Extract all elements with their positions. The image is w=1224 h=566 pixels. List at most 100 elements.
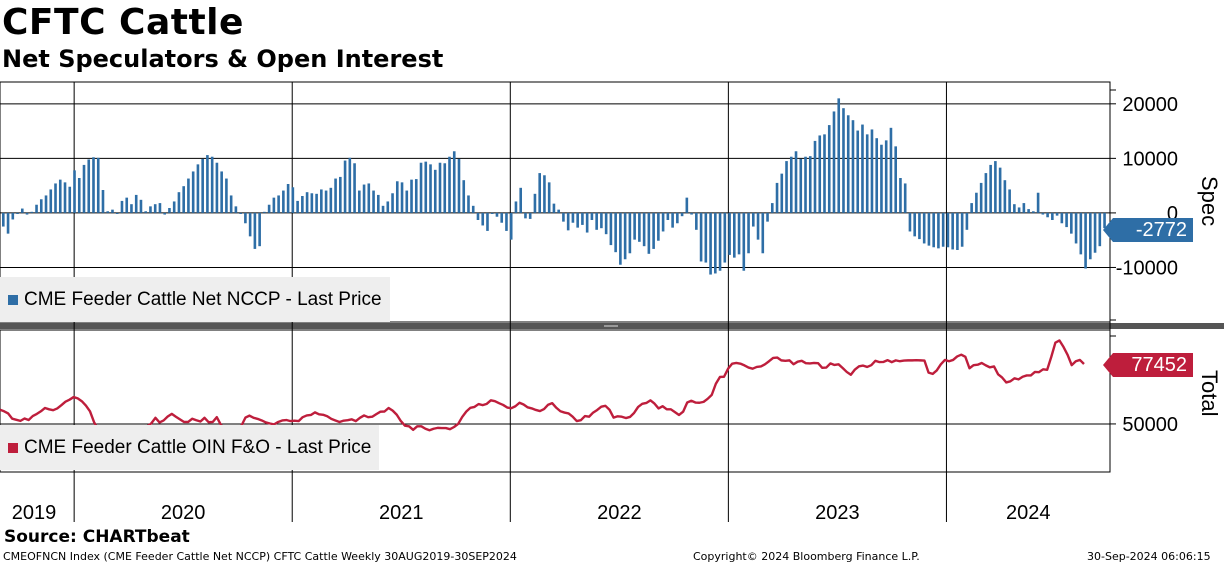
spec-bar [742, 212, 746, 271]
spec-bar [970, 203, 973, 213]
spec-bar [680, 212, 684, 217]
spec-bar [16, 212, 19, 214]
spec-bar [1022, 203, 1026, 213]
spec-bar [576, 212, 579, 228]
spec-bar [505, 212, 508, 231]
spec-bar [946, 212, 950, 248]
spec-bar [908, 212, 912, 232]
spec-bar [623, 212, 627, 260]
spec-bar [467, 195, 470, 213]
total-line-series [0, 339, 1085, 440]
spec-bar [343, 160, 347, 213]
x-tick-label: 2023 [815, 502, 860, 524]
spec-bar [1098, 212, 1102, 247]
spec-bar [543, 175, 546, 213]
spec-bar [984, 173, 988, 213]
x-tick-label: 2019 [12, 502, 57, 524]
spec-bar [756, 212, 760, 240]
spec-bar [244, 212, 247, 224]
spec-bar [880, 144, 883, 213]
chart-title: CFTC Cattle [2, 2, 244, 43]
spec-bar [657, 212, 660, 241]
spec-bar [514, 201, 518, 213]
spec-tick-label: 10000 [1122, 148, 1178, 170]
spec-bar [405, 190, 409, 213]
spec-bar [770, 203, 774, 213]
spec-bar [481, 212, 485, 226]
spec-legend: CME Feeder Cattle Net NCCP - Last Price [0, 277, 390, 322]
spec-bar [1008, 189, 1011, 213]
spec-bar [733, 212, 736, 258]
spec-bar [452, 151, 456, 213]
spec-bar [642, 212, 646, 247]
spec-bar [913, 212, 916, 237]
spec-bar [201, 158, 204, 213]
spec-tick-label: 0 [1167, 203, 1178, 225]
spec-bar [1017, 207, 1021, 213]
spec-bar [163, 212, 166, 215]
spec-bar [54, 183, 57, 213]
spec-bar [818, 135, 822, 213]
spec-bar [267, 204, 271, 213]
spec-bar [1036, 192, 1040, 213]
spec-bar [875, 138, 879, 213]
spec-bar [353, 163, 356, 213]
spec-bar [1079, 212, 1083, 255]
spec-bar [899, 178, 902, 213]
spec-bar [889, 127, 893, 213]
spec-bar [813, 140, 817, 213]
spec-bar [975, 192, 978, 213]
spec-bar [761, 212, 765, 254]
spec-bar-series [2, 98, 1106, 275]
spec-bar [562, 212, 565, 222]
spec-bar [557, 209, 560, 213]
x-tick-label: 2021 [379, 502, 424, 524]
spec-bar [410, 179, 413, 213]
spec-bar [134, 194, 138, 213]
footer-timestamp: 30-Sep-2024 06:06:15 [1087, 550, 1211, 563]
spec-bar [158, 203, 162, 213]
spec-bar [704, 212, 708, 263]
source-note: Source: CHARTbeat [4, 527, 190, 547]
spec-bar [500, 212, 504, 223]
spec-bar [1003, 180, 1007, 213]
spec-bar [125, 197, 129, 213]
spec-bar [799, 158, 803, 213]
spec-bar [1013, 204, 1016, 213]
spec-bar [718, 212, 722, 271]
spec-bar [39, 199, 43, 213]
total-line [0, 339, 1085, 440]
spec-bar [585, 212, 589, 233]
spec-bar [6, 212, 10, 234]
total-legend: CME Feeder Cattle OIN F&O - Last Price [0, 425, 380, 470]
spec-bar [937, 212, 940, 249]
spec-bar [695, 212, 698, 230]
spec-bar [96, 157, 100, 213]
spec-bar [870, 129, 874, 213]
spec-bar [177, 192, 181, 213]
spec-bar [172, 201, 176, 213]
total-axis-title: Total [1197, 370, 1222, 417]
spec-bar [324, 190, 328, 213]
spec-bar [115, 212, 119, 214]
spec-bar [443, 163, 447, 213]
spec-bar [220, 171, 223, 213]
spec-bar [747, 212, 750, 254]
spec-bar [448, 156, 451, 213]
spec-bar [709, 212, 712, 275]
total-tick-label: 50000 [1122, 414, 1178, 436]
spec-bar [903, 183, 907, 213]
spec-bar [20, 208, 24, 213]
spec-bar [391, 193, 394, 213]
spec-bar [1070, 212, 1073, 234]
spec-bar [101, 190, 105, 213]
spec-bar [111, 209, 114, 213]
spec-bar [894, 146, 897, 213]
spec-bar [206, 155, 209, 213]
spec-bar [851, 120, 855, 213]
separator-grip [604, 325, 618, 327]
spec-bar [291, 187, 295, 213]
spec-bar [11, 212, 15, 220]
spec-bar [49, 189, 53, 213]
